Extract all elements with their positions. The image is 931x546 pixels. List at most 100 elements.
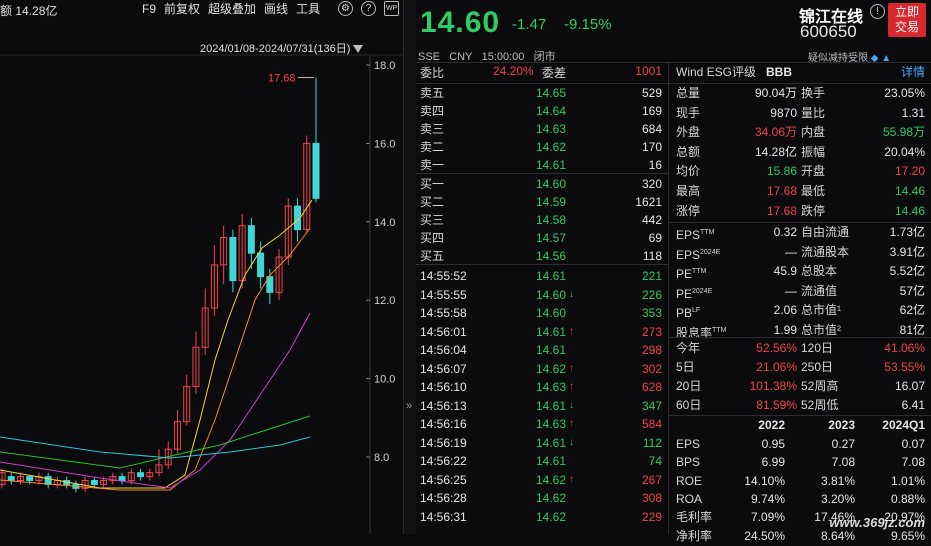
kline-chart[interactable]: 18.0 16.0 14.0 12.0 10.0 8.0 17.68	[0, 0, 404, 534]
valuation-value: 0.32	[773, 225, 797, 239]
candle-body	[146, 472, 154, 478]
tick-row[interactable]: 14:55:55 14.60 ↓ 226	[416, 286, 666, 304]
collapse-strip[interactable]: »	[404, 0, 416, 534]
tick-time: 14:56:07	[420, 361, 467, 376]
y-tick-label: 12.0	[374, 295, 395, 307]
tick-row[interactable]: 14:56:01 14.61 ↑ 273	[416, 323, 666, 341]
menu-item-2[interactable]: 超级叠加	[208, 2, 257, 16]
tick-row[interactable]: 14:56:04 14.61 298	[416, 341, 666, 359]
bid-level[interactable]: 买五 14.56 118	[416, 247, 666, 265]
esg-rating: BBB	[766, 65, 792, 79]
ask-level[interactable]: 卖五 14.65 529	[416, 84, 666, 102]
wp-icon[interactable]: WP	[384, 1, 399, 16]
ask-level[interactable]: 卖三 14.63 684	[416, 120, 666, 138]
alert-icon[interactable]: ▲	[881, 53, 892, 64]
kline-chart-panel[interactable]: 18.0 16.0 14.0 12.0 10.0 8.0 17.68 额 14.28亿 F9…	[0, 0, 404, 534]
restriction-note: 疑似减持受限 ◆ ▲	[808, 49, 891, 64]
tick-time: 14:56:19	[420, 435, 467, 450]
menu-item-1[interactable]: 前复权	[164, 2, 201, 16]
bid-price: 14.60	[536, 177, 567, 191]
bell-icon[interactable]: ◆	[870, 53, 879, 64]
tick-volume: 221	[641, 269, 662, 283]
tick-price: 14.61	[536, 324, 567, 339]
candle-body	[90, 480, 98, 485]
exchange-label: SSE	[418, 51, 441, 63]
trade-now-button[interactable]: 立即 交易	[888, 3, 926, 37]
performance-label: 120日	[801, 341, 834, 355]
help-icon[interactable]: ?	[361, 1, 376, 16]
financial-label: ROA	[676, 491, 703, 506]
tick-volume: 74	[648, 454, 662, 468]
valuation-label-sup: 2024E	[692, 287, 713, 295]
tick-volume: 584	[641, 417, 662, 431]
tick-volume: 308	[641, 491, 662, 505]
tick-volume: 347	[641, 398, 662, 413]
bid-volume: 118	[642, 249, 662, 263]
tick-price: 14.60	[536, 306, 567, 320]
expand-arrow-icon[interactable]: »	[406, 400, 413, 412]
tick-row[interactable]: 14:56:16 14.63 ↑ 584	[416, 415, 666, 433]
ask-level[interactable]: 卖二 14.62 170	[416, 138, 666, 156]
performance-label: 52周低	[801, 398, 839, 412]
ask-level[interactable]: 卖一 14.61 16	[416, 156, 666, 174]
valuation-label-sup: TTM	[712, 327, 727, 334]
moving-average-line	[0, 199, 313, 489]
stat-label: 现手	[676, 105, 701, 120]
tick-row[interactable]: 14:56:07 14.62 ↑ 302	[416, 360, 666, 378]
tick-volume: 298	[641, 343, 662, 357]
candle-body	[275, 256, 283, 293]
tick-row[interactable]: 14:56:25 14.62 ↑ 267	[416, 471, 666, 489]
tick-row[interactable]: 14:56:22 14.61 74	[416, 452, 666, 470]
menu-item-3[interactable]: 画线	[264, 2, 289, 16]
candle-body	[210, 264, 218, 309]
bid-label: 买一	[420, 177, 445, 191]
dropdown-triangle-icon[interactable]	[353, 45, 364, 54]
bid-level[interactable]: 买二 14.59 1621	[416, 193, 666, 211]
tick-price: 14.62	[536, 472, 567, 487]
tick-row[interactable]: 14:55:58 14.60 353	[416, 304, 666, 322]
stat-value: 90.04万	[754, 86, 797, 100]
financial-value: 0.07	[901, 437, 925, 451]
stat-label: 量比	[801, 105, 826, 120]
tick-row[interactable]: 14:56:31 14.62 229	[416, 508, 666, 526]
gear-icon[interactable]: ⚙	[338, 1, 353, 16]
stat-value: 15.86	[766, 164, 797, 179]
stat-row: 总量 90.04万 换手 23.05%	[669, 84, 931, 103]
tick-row[interactable]: 14:55:52 14.61 221	[416, 267, 666, 285]
financial-year: 2024Q1	[882, 418, 925, 432]
stat-row: 最高 17.68 最低 14.46	[669, 182, 931, 201]
tick-time: 14:56:13	[420, 398, 467, 413]
date-range-selector[interactable]: 2024/01/08-2024/07/31(136日)	[200, 40, 364, 56]
financial-value: 7.09%	[750, 510, 785, 525]
chart-toolbar: 额 14.28亿 F9 前复权 超级叠加 画线 工具 ⚙ ? WP	[0, 0, 404, 18]
candle-body	[137, 472, 145, 478]
valuation-label: 流通值	[801, 283, 838, 298]
tick-price: 14.63	[536, 417, 567, 431]
esg-label: Wind ESG评级	[676, 65, 757, 79]
moving-average-line	[0, 436, 311, 459]
high-price-label: 17.68	[268, 73, 296, 85]
tick-price: 14.63	[536, 380, 567, 394]
tick-row[interactable]: 14:56:19 14.61 ↓ 112	[416, 434, 666, 452]
valuation-value: 3.91亿	[889, 244, 925, 259]
financial-year: 2023	[828, 418, 855, 432]
bid-label: 买五	[420, 249, 445, 263]
financial-value: 3.20%	[820, 491, 855, 506]
info-icon[interactable]: !	[870, 4, 885, 19]
tick-row[interactable]: 14:56:10 14.63 ↑ 628	[416, 378, 666, 396]
bid-level[interactable]: 买一 14.60 320	[416, 175, 666, 193]
esg-detail-link[interactable]: 详情	[900, 65, 925, 79]
toolbar-icons: ⚙ ? WP	[338, 1, 399, 16]
menu-item-4[interactable]: 工具	[296, 2, 321, 16]
ask-level[interactable]: 卖四 14.64 169	[416, 102, 666, 120]
menu-item-0[interactable]: F9	[142, 2, 157, 16]
tick-row[interactable]: 14:56:28 14.62 308	[416, 489, 666, 507]
tick-time: 14:56:10	[420, 380, 467, 394]
bid-level[interactable]: 买三 14.58 442	[416, 211, 666, 229]
bid-level[interactable]: 买四 14.57 69	[416, 229, 666, 247]
valuation-value: —	[785, 244, 797, 259]
tick-row[interactable]: 14:56:13 14.61 ↓ 347	[416, 397, 666, 415]
quote-header: 14.60 -1.47 -9.15% SSE CNY 15:00:00 闭市 锦…	[416, 0, 931, 64]
performance-row: 20日 101.38% 52周高 16.07	[669, 377, 931, 396]
valuation-row: PETTM 45.9 总股本 5.52亿	[669, 262, 931, 281]
